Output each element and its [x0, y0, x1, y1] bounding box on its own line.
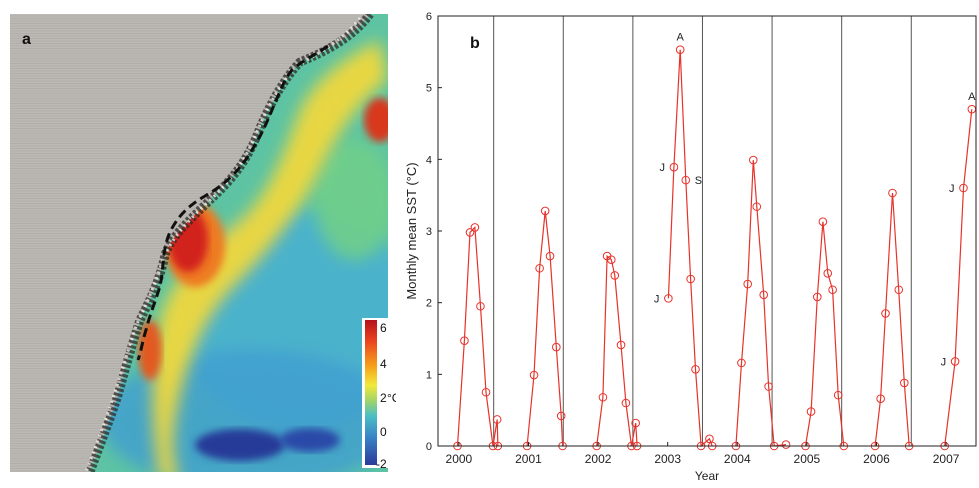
- data-point: [545, 251, 555, 261]
- warm-coastal-band: [152, 40, 388, 472]
- data-point: [681, 175, 691, 185]
- series-line: [804, 221, 845, 447]
- data-point: [781, 440, 791, 449]
- data-point: [552, 342, 561, 352]
- colorbar-tick-neg2: -2: [376, 457, 387, 471]
- data-point: [540, 206, 550, 216]
- data-point: [607, 255, 616, 264]
- x-tick-label: 2007: [933, 452, 960, 466]
- point-annotation: J: [654, 293, 660, 305]
- y-tick-label: 1: [426, 369, 432, 381]
- x-tick-label: 2003: [654, 452, 681, 466]
- sst-map: a 6 4 2 °C 0 -2: [10, 14, 401, 472]
- data-point: [959, 183, 968, 193]
- colorbar-unit: °C: [387, 391, 396, 405]
- series-line: [874, 192, 910, 447]
- x-tick-label: 2000: [446, 452, 473, 466]
- point-annotation: J: [949, 183, 955, 195]
- y-tick-label: 0: [426, 441, 432, 453]
- point-annotation: A: [968, 91, 976, 103]
- data-point: [813, 292, 822, 302]
- colorbar-tick-2: 2: [380, 391, 387, 405]
- data-point: [669, 162, 679, 172]
- data-point: [743, 279, 753, 289]
- series-line: [944, 109, 973, 447]
- data-point: [833, 390, 843, 400]
- colorbar-gradient: [365, 320, 377, 465]
- colorbar: 6 4 2 °C 0 -2: [362, 318, 401, 471]
- dashed-path: [136, 44, 329, 361]
- data-point: [881, 309, 890, 318]
- data-point: [828, 285, 837, 295]
- data-point: [818, 217, 828, 226]
- panel-a-label: a: [22, 31, 31, 48]
- data-point: [737, 358, 746, 368]
- data-point: [616, 340, 626, 350]
- point-annotation: J: [941, 356, 947, 368]
- data-point: [900, 378, 909, 388]
- data-point: [470, 223, 480, 232]
- series-line: [735, 160, 787, 447]
- plot-area: [438, 16, 976, 446]
- x-tick-label: 2004: [724, 452, 751, 466]
- data-point: [806, 407, 816, 416]
- data-point: [759, 290, 769, 300]
- data-point: [598, 392, 608, 402]
- data-point: [705, 434, 714, 444]
- panel-b-label: b: [470, 35, 480, 52]
- point-annotation: J: [659, 162, 665, 174]
- y-tick-label: 4: [426, 154, 432, 166]
- colorbar-tick-0: 0: [380, 425, 387, 439]
- colorbar-tick-4: 4: [380, 357, 387, 371]
- x-tick-label: 2002: [585, 452, 612, 466]
- data-point: [664, 294, 673, 303]
- data-point: [481, 387, 491, 397]
- data-point: [492, 415, 502, 424]
- series-line: [456, 226, 499, 447]
- data-point: [460, 336, 469, 345]
- data-point: [876, 394, 885, 404]
- sst-map-panel: a 6 4 2 °C 0 -2: [0, 0, 401, 483]
- x-tick-label: 2001: [515, 452, 542, 466]
- point-annotation: A: [677, 32, 685, 44]
- x-axis-label: Year: [695, 469, 719, 483]
- data-point: [631, 418, 640, 428]
- x-tick-label: 2006: [863, 452, 890, 466]
- y-tick-label: 6: [426, 11, 432, 23]
- data-point: [894, 285, 904, 295]
- y-tick-label: 5: [426, 83, 432, 95]
- y-tick-label: 2: [426, 298, 432, 310]
- y-tick-label: 3: [426, 226, 432, 238]
- land-area: [10, 14, 370, 472]
- x-tick-label: 2005: [794, 452, 821, 466]
- data-point: [950, 357, 960, 366]
- data-point: [823, 268, 833, 278]
- series-line: [526, 210, 564, 447]
- data-point: [476, 301, 485, 311]
- coastline: [85, 14, 374, 472]
- data-point: [686, 274, 695, 284]
- data-point: [610, 271, 620, 280]
- data-point: [465, 228, 475, 237]
- data-point: [675, 45, 685, 54]
- data-point: [764, 382, 773, 391]
- colorbar-tick-6: 6: [380, 321, 387, 335]
- data-point: [888, 188, 897, 198]
- sst-chart-panel: 0 1 2 3 4 5 6 2000 2001 2002 2003 2004 2005 2006 2007 …: [400, 0, 979, 483]
- data-point: [748, 155, 758, 165]
- data-point: [621, 398, 631, 408]
- series-line: [596, 254, 638, 447]
- data-point: [529, 370, 539, 380]
- data-point: [691, 365, 700, 374]
- y-axis-label: Monthly mean SST (°C): [404, 162, 419, 299]
- data-point: [535, 263, 544, 273]
- point-annotation: S: [695, 175, 702, 187]
- data-point: [752, 202, 762, 211]
- data-point: [556, 411, 566, 421]
